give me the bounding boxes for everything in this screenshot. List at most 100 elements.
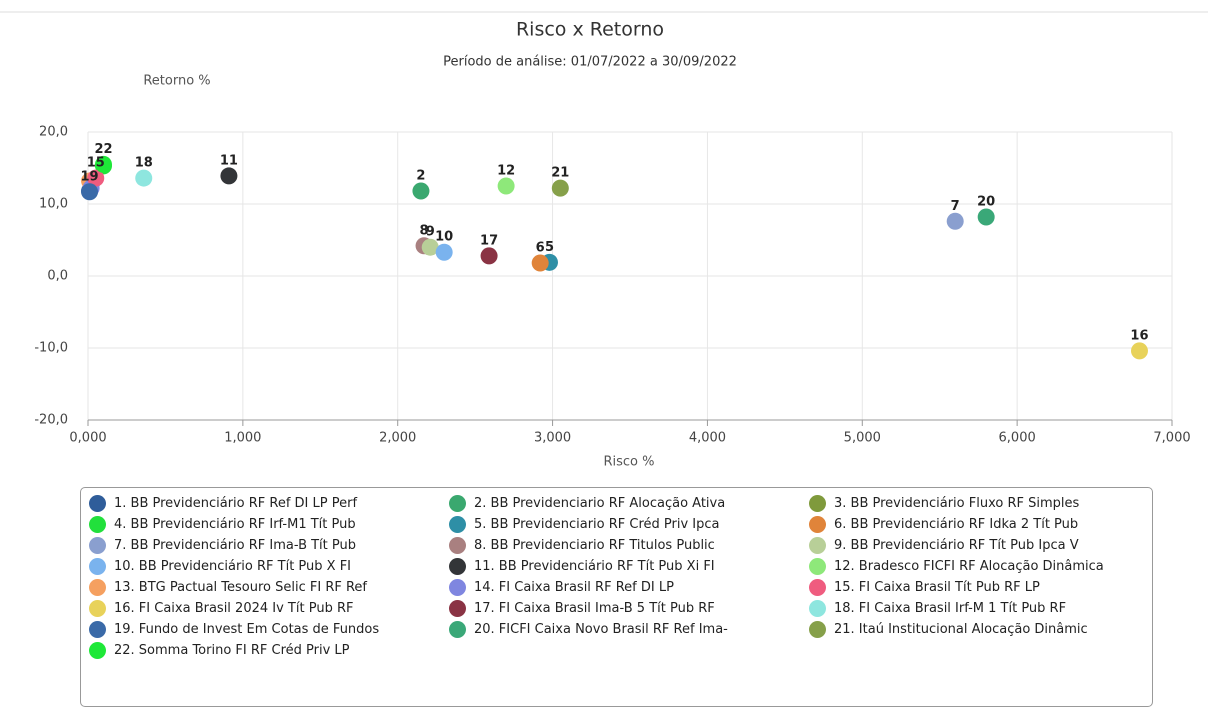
legend-label: 16. FI Caixa Brasil 2024 Iv Tít Pub RF [114, 601, 354, 616]
x-tick-label: 6,000 [999, 431, 1036, 446]
legend-marker [809, 558, 826, 575]
legend-marker [89, 495, 106, 512]
legend-label: 12. Bradesco FICFI RF Alocação Dinâmica [834, 559, 1104, 574]
chart: Risco x Retorno Período de análise: 01/0… [0, 11, 1208, 470]
legend-item[interactable]: 14. FI Caixa Brasil RF Ref DI LP [449, 578, 809, 598]
point [551, 179, 569, 197]
legend-marker [89, 579, 106, 596]
legend-label: 10. BB Previdenciário RF Tít Pub X FI [114, 559, 352, 574]
point-label: 8 [420, 223, 429, 238]
legend-label: 13. BTG Pactual Tesouro Selic FI RF Ref [114, 580, 367, 595]
point [977, 208, 995, 226]
legend-marker [449, 579, 466, 596]
legend-marker [449, 537, 466, 554]
legend-item[interactable]: 3. BB Previdenciário Fluxo RF Simples [809, 494, 1149, 514]
legend-marker [89, 558, 106, 575]
point-label: 17 [480, 233, 498, 248]
legend-item[interactable]: 16. FI Caixa Brasil 2024 Iv Tít Pub RF [89, 599, 449, 619]
legend-item[interactable]: 7. BB Previdenciário RF Ima-B Tít Pub [89, 536, 449, 556]
legend-item[interactable]: 6. BB Previdenciário RF Idka 2 Tít Pub [809, 515, 1149, 535]
legend-item[interactable]: 20. FICFI Caixa Novo Brasil RF Ref Ima- [449, 620, 809, 640]
point [135, 169, 153, 187]
point-label: 20 [977, 194, 995, 209]
y-tick-label: 0,0 [47, 269, 68, 284]
legend-marker [809, 516, 826, 533]
point [497, 177, 515, 195]
point [1130, 342, 1148, 360]
legend-marker [449, 516, 466, 533]
point-label: 7 [951, 199, 960, 214]
legend-item[interactable]: 9. BB Previdenciário RF Tít Pub Ipca V [809, 536, 1149, 556]
legend-marker [809, 495, 826, 512]
legend-item[interactable]: 19. Fundo de Invest Em Cotas de Fundos [89, 620, 449, 640]
legend-item[interactable]: 11. BB Previdenciário RF Tít Pub Xi FI [449, 557, 809, 577]
x-tick-label: 3,000 [534, 431, 571, 446]
legend-item[interactable]: 13. BTG Pactual Tesouro Selic FI RF Ref [89, 578, 449, 598]
legend-item[interactable]: 10. BB Previdenciário RF Tít Pub X FI [89, 557, 449, 577]
y-axis-label: Retorno % [143, 74, 210, 89]
legend-label: 4. BB Previdenciário RF Irf-M1 Tít Pub [114, 517, 356, 532]
legend-label: 6. BB Previdenciário RF Idka 2 Tít Pub [834, 517, 1079, 532]
point [421, 238, 439, 256]
legend: 1. BB Previdenciário RF Ref DI LP Perf 2.… [80, 487, 1153, 707]
legend-item[interactable]: 2. BB Previdenciario RF Alocação Ativa [449, 494, 809, 514]
chart-subtitle: Período de análise: 01/07/2022 a 30/09/2… [443, 55, 737, 70]
legend-item[interactable]: 5. BB Previdenciario RF Créd Priv Ipca [449, 515, 809, 535]
legend-marker [449, 558, 466, 575]
y-tick-label: 10,0 [39, 197, 68, 212]
point-label: 6 [536, 241, 545, 256]
point-label: 18 [135, 156, 153, 171]
legend-item[interactable]: 18. FI Caixa Brasil Irf-M 1 Tít Pub RF [809, 599, 1149, 619]
point-label: 15 [87, 156, 105, 171]
legend-marker [449, 621, 466, 638]
legend-label: 9. BB Previdenciário RF Tít Pub Ipca V [834, 538, 1079, 553]
x-tick-label: 5,000 [844, 431, 881, 446]
legend-item[interactable]: 22. Somma Torino FI RF Créd Priv LP [89, 641, 449, 661]
legend-label: 7. BB Previdenciário RF Ima-B Tít Pub [114, 538, 357, 553]
legend-marker [809, 537, 826, 554]
point-label: 11 [220, 153, 238, 168]
point [220, 167, 238, 185]
legend-item[interactable]: 15. FI Caixa Brasil Tít Pub RF LP [809, 578, 1149, 598]
point [412, 182, 430, 200]
point [94, 155, 112, 173]
y-tick-label: 20,0 [39, 125, 68, 140]
x-tick-label: 0,000 [69, 431, 106, 446]
legend-marker [809, 621, 826, 638]
point-label: 22 [94, 142, 112, 157]
point-label: 16 [1130, 328, 1148, 343]
legend-item[interactable]: 17. FI Caixa Brasil Ima-B 5 Tít Pub RF [449, 599, 809, 619]
point-label: 5 [545, 240, 554, 255]
point-label: 10 [435, 230, 453, 245]
legend-label: 14. FI Caixa Brasil RF Ref DI LP [474, 580, 674, 595]
legend-item[interactable]: 12. Bradesco FICFI RF Alocação Dinâmica [809, 557, 1149, 577]
legend-label: 1. BB Previdenciário RF Ref DI LP Perf [114, 496, 358, 511]
legend-item[interactable]: 21. Itaú Institucional Alocação Dinâmic [809, 620, 1149, 640]
legend-marker [809, 600, 826, 617]
point-label: 9 [426, 225, 435, 240]
point [531, 254, 549, 272]
legend-label: 8. BB Previdenciario RF Titulos Public [474, 538, 715, 553]
legend-marker [89, 516, 106, 533]
point-label: 12 [497, 164, 515, 179]
legend-label: 21. Itaú Institucional Alocação Dinâmic [834, 622, 1088, 637]
legend-item[interactable]: 4. BB Previdenciário RF Irf-M1 Tít Pub [89, 515, 449, 535]
point-label: 21 [551, 166, 569, 181]
legend-label: 19. Fundo de Invest Em Cotas de Fundos [114, 622, 380, 637]
legend-label: 20. FICFI Caixa Novo Brasil RF Ref Ima- [474, 622, 728, 637]
legend-marker [89, 642, 106, 659]
point-label: 2 [416, 169, 425, 184]
x-tick-label: 1,000 [224, 431, 261, 446]
legend-label: 15. FI Caixa Brasil Tít Pub RF LP [834, 580, 1040, 595]
legend-marker [89, 537, 106, 554]
legend-label: 22. Somma Torino FI RF Créd Priv LP [114, 643, 350, 658]
points [81, 155, 1148, 360]
point [480, 247, 498, 265]
x-tick-label: 7,000 [1153, 431, 1190, 446]
point-label: 19 [81, 169, 99, 184]
legend-label: 5. BB Previdenciario RF Créd Priv Ipca [474, 517, 720, 532]
legend-label: 11. BB Previdenciário RF Tít Pub Xi FI [474, 559, 715, 574]
legend-item[interactable]: 1. BB Previdenciário RF Ref DI LP Perf [89, 494, 449, 514]
legend-item[interactable]: 8. BB Previdenciario RF Titulos Public [449, 536, 809, 556]
chart-title: Risco x Retorno [516, 19, 664, 41]
